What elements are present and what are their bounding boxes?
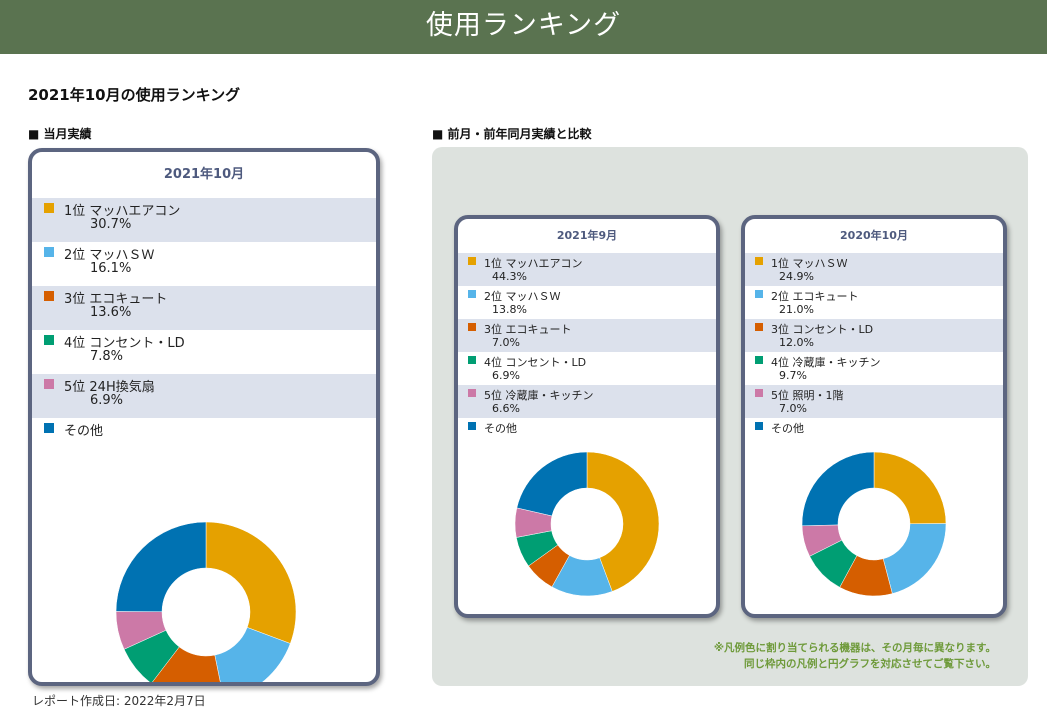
legend-label: 1位 マッハＳＷ — [771, 257, 848, 270]
legend-value: 9.7% — [779, 369, 807, 382]
section-label-compare: ■ 前月・前年同月実績と比較 — [432, 127, 592, 141]
legend-label: 3位 コンセント・LD — [771, 323, 874, 336]
legend-swatch — [44, 291, 54, 301]
legend-swatch — [468, 323, 476, 331]
donut-chart — [514, 451, 660, 597]
legend-label: 2位 マッハＳＷ — [484, 290, 561, 303]
legend-swatch — [755, 389, 763, 397]
card-title: 2020年10月 — [840, 229, 908, 242]
legend-item: 2位 エコキュート 21.0% — [745, 286, 1003, 319]
legend-swatch — [44, 423, 54, 433]
donut-slice — [882, 523, 947, 594]
legend-label: 1位 マッハエアコン — [484, 257, 583, 270]
donut-chart — [801, 451, 947, 597]
legend-label: 3位 エコキュート — [64, 292, 168, 307]
legend-value: 6.9% — [90, 393, 124, 408]
donut-slice — [205, 521, 297, 644]
legend-value: 6.6% — [492, 402, 520, 415]
legend-label: その他 — [484, 422, 517, 435]
legend-swatch — [755, 257, 763, 265]
legend-item: 5位 冷蔵庫・キッチン 6.6% — [458, 385, 716, 418]
legend-item: 1位 マッハエアコン 44.3% — [458, 253, 716, 286]
donut-slice — [152, 646, 221, 682]
legend-swatch — [755, 290, 763, 298]
prior-month-card: 2021年9月 1位 マッハエアコン 44.3% 2位 マッハＳＷ 13.8% 3位 エ… — [454, 215, 720, 618]
legend-item: 4位 冷蔵庫・キッチン 9.7% — [745, 352, 1003, 385]
legend-value: 6.9% — [492, 369, 520, 382]
legend-swatch — [468, 290, 476, 298]
legend-label: 5位 照明・1階 — [771, 389, 844, 402]
legend: 1位 マッハＳＷ 24.9% 2位 エコキュート 21.0% 3位 コンセント・LD 12… — [745, 253, 1003, 451]
note-line-2: 同じ枠内の凡例と円グラフを対応させてご覧下さい。 — [744, 658, 996, 670]
report-title: 2021年10月の使用ランキング — [28, 86, 241, 104]
card-title: 2021年10月 — [163, 167, 245, 182]
donut-slice — [586, 451, 660, 592]
legend-item: 4位 コンセント・LD 6.9% — [458, 352, 716, 385]
page-header: 使用ランキング — [0, 0, 1047, 54]
legend-swatch — [44, 335, 54, 345]
legend-label: 5位 冷蔵庫・キッチン — [484, 389, 594, 402]
last-year-card: 2020年10月 1位 マッハＳＷ 24.9% 2位 エコキュート 21.0% 3位 コ… — [741, 215, 1007, 618]
legend-item: 4位 コンセント・LD 7.8% — [32, 330, 376, 374]
legend-value: 30.7% — [90, 217, 132, 232]
current-month-card: 2021年10月 1位 マッハエアコン 30.7% 2位 マッハＳＷ 16.1% 3位 … — [28, 148, 380, 686]
legend-label: その他 — [64, 424, 104, 439]
legend-label: 5位 24H換気扇 — [64, 380, 155, 395]
legend-swatch — [44, 247, 54, 257]
section-label-current: ■ 当月実績 — [28, 127, 92, 141]
legend-value: 12.0% — [779, 336, 814, 349]
legend-item: その他 — [458, 418, 716, 451]
legend-value: 7.0% — [779, 402, 807, 415]
donut-slice — [214, 627, 291, 682]
legend-item: その他 — [745, 418, 1003, 451]
donut-slice — [516, 451, 588, 517]
legend-label: 1位 マッハエアコン — [64, 204, 181, 219]
legend-label: 4位 コンセント・LD — [64, 336, 185, 351]
legend-swatch — [755, 323, 763, 331]
legend-swatch — [44, 379, 54, 389]
legend: 1位 マッハエアコン 44.3% 2位 マッハＳＷ 13.8% 3位 エコキュート 7.0… — [458, 253, 716, 451]
legend-swatch — [755, 422, 763, 430]
legend-value: 7.8% — [90, 349, 124, 364]
legend-label: 2位 エコキュート — [771, 290, 859, 303]
legend-item: 2位 マッハＳＷ 16.1% — [32, 242, 376, 286]
report-created-date: レポート作成日: 2022年2月7日 — [32, 694, 206, 708]
legend-item: 1位 マッハＳＷ 24.9% — [745, 253, 1003, 286]
legend-value: 44.3% — [492, 270, 527, 283]
donut-slice — [115, 521, 207, 612]
legend-swatch — [468, 389, 476, 397]
legend-value: 16.1% — [90, 261, 132, 276]
note-line-1: ※凡例色に割り当てられる機器は、その月毎に異なります。 — [713, 642, 996, 654]
legend-item: 3位 コンセント・LD 12.0% — [745, 319, 1003, 352]
legend: 1位 マッハエアコン 30.7% 2位 マッハＳＷ 16.1% 3位 エコキュート 13.… — [32, 198, 376, 462]
legend-item: その他 — [32, 418, 376, 462]
legend-item: 3位 エコキュート 13.6% — [32, 286, 376, 330]
legend-value: 21.0% — [779, 303, 814, 316]
donut-slice — [801, 451, 875, 527]
legend-label: 3位 エコキュート — [484, 323, 572, 336]
legend-item: 3位 エコキュート 7.0% — [458, 319, 716, 352]
legend-value: 13.6% — [90, 305, 132, 320]
legend-label: その他 — [771, 422, 804, 435]
legend-swatch — [44, 203, 54, 213]
legend-value: 24.9% — [779, 270, 814, 283]
legend-label: 4位 冷蔵庫・キッチン — [771, 356, 881, 369]
legend-item: 1位 マッハエアコン 30.7% — [32, 198, 376, 242]
legend-swatch — [468, 257, 476, 265]
legend-label: 4位 コンセント・LD — [484, 356, 587, 369]
legend-item: 2位 マッハＳＷ 13.8% — [458, 286, 716, 319]
legend-item: 5位 照明・1階 7.0% — [745, 385, 1003, 418]
donut-chart — [115, 521, 297, 682]
legend-item: 5位 24H換気扇 6.9% — [32, 374, 376, 418]
legend-value: 7.0% — [492, 336, 520, 349]
legend-swatch — [755, 356, 763, 364]
legend-label: 2位 マッハＳＷ — [64, 248, 155, 263]
legend-value: 13.8% — [492, 303, 527, 316]
legend-swatch — [468, 422, 476, 430]
legend-swatch — [468, 356, 476, 364]
donut-slice — [873, 451, 947, 525]
card-title: 2021年9月 — [556, 229, 618, 242]
